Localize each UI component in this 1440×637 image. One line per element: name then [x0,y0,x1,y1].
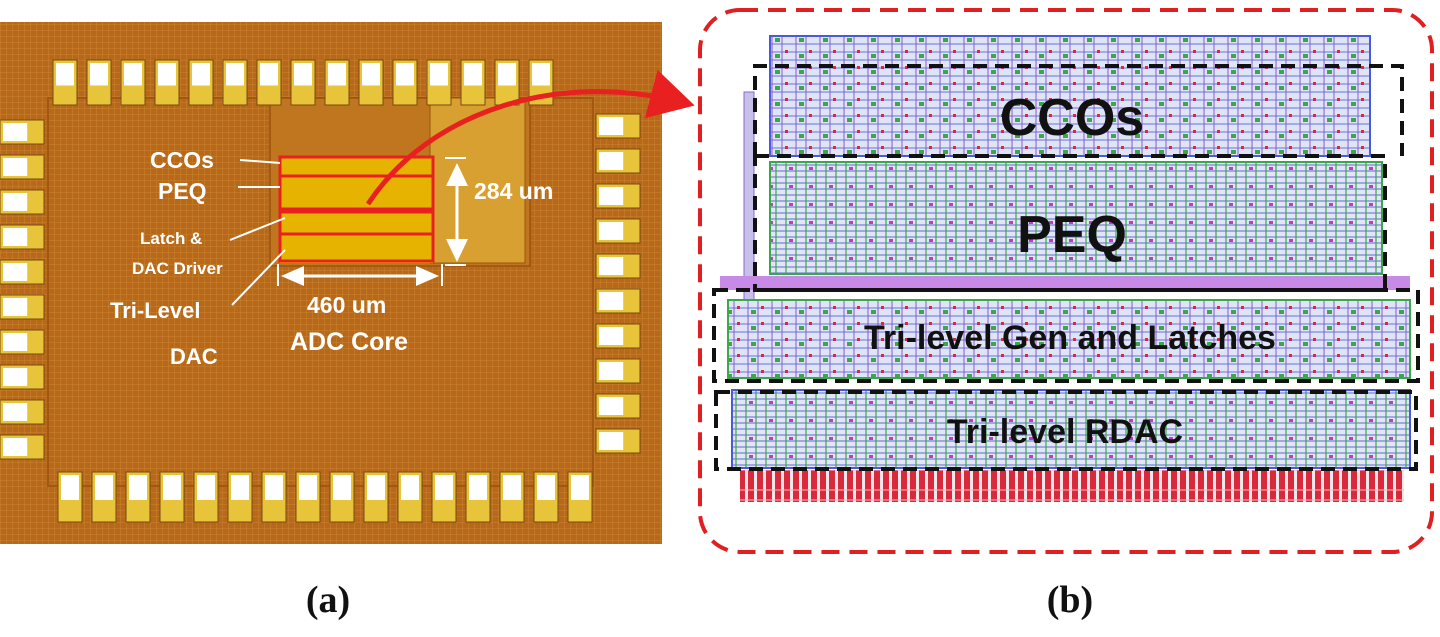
bond-pad [261,471,287,523]
bond-pad [86,59,112,106]
bond-pad [154,59,180,106]
bond-pad [392,59,418,106]
panel-a-die-photo: CCOs PEQ Latch & DAC Driver Tri-Level DA… [0,22,695,544]
height-dim-arrow-up [446,163,468,186]
box-latches [712,288,1420,383]
ccos-leader [239,159,281,164]
bond-pad [222,59,248,106]
layout-peq [769,161,1383,275]
bond-pad [465,471,491,523]
layout-ccos [769,35,1371,157]
zoom-arrow [365,69,695,206]
bond-pad [188,59,214,106]
bond-pad [0,434,45,460]
bond-pad [595,218,641,244]
bond-pad [595,253,641,279]
bond-pad [0,294,45,320]
panel-b-layout: CCOs PEQ Tri-level Gen and Latches Tri-l… [698,8,1434,554]
pads-bottom [57,471,593,523]
bond-pad [595,148,641,174]
bond-pad [91,471,117,523]
bond-pad [0,119,45,145]
zoom-frame [698,8,1434,554]
width-dim-arrow-right [416,266,439,286]
label-height-dim: 284 um [474,178,553,204]
pads-right [595,113,641,454]
caption-a: (a) [306,579,350,621]
bond-pad [397,471,423,523]
bond-pad [193,471,219,523]
bond-pad [290,59,316,106]
bond-pad [426,59,452,106]
bond-pad [499,471,525,523]
bond-pad [120,59,146,106]
bond-pad [460,59,486,106]
bond-pad [52,59,78,106]
label-latch-line2: DAC Driver [132,259,223,278]
bond-pad [0,399,45,425]
bond-pad [0,224,45,250]
label-peq-a: PEQ [158,178,207,204]
bond-pad [295,471,321,523]
bond-pad [358,59,384,106]
bond-pad [595,428,641,454]
bond-pad [363,471,389,523]
bond-pad [595,288,641,314]
label-latch-line1: Latch & [140,229,202,248]
dac-leader [231,249,286,306]
bond-pad [595,323,641,349]
bond-pad [159,471,185,523]
bond-pad [329,471,355,523]
label-adc-core: ADC Core [290,328,408,356]
height-dim-arrow-down [446,239,468,262]
label-latches-b: Tri-level Gen and Latches [864,319,1276,357]
box-ccos [753,64,1404,156]
bond-pad [0,329,45,355]
label-width-dim: 460 um [307,292,386,318]
caption-b: (b) [1047,579,1093,621]
label-rdac-b: Tri-level RDAC [947,413,1183,451]
bond-pad [595,183,641,209]
bond-pad [595,358,641,384]
box-peq [753,154,1387,292]
bond-pad [533,471,559,523]
layout-resistor-array [740,470,1404,502]
layout-bus [720,276,1410,290]
bond-pad [256,59,282,106]
latch-leader [229,217,286,241]
label-ccos-b: CCOs [1000,89,1144,147]
bond-pad [431,471,457,523]
pads-left [0,119,45,460]
width-dim-arrow-left [281,266,304,286]
bond-pad [125,471,151,523]
bond-pad [567,471,593,523]
pads-top [52,59,554,106]
bond-pad [595,393,641,419]
peq-region [278,174,435,211]
bond-pad [57,471,83,523]
bond-pad [0,189,45,215]
bond-pad [595,113,641,139]
label-trilevel-line2: DAC [170,344,218,369]
label-peq-b: PEQ [1017,206,1127,264]
bond-pad [0,259,45,285]
bond-pad [324,59,350,106]
layout-latches [727,299,1411,379]
label-ccos-a: CCOs [150,147,214,173]
bond-pad [227,471,253,523]
bond-pad [0,154,45,180]
dac-region [278,232,435,263]
layout-rdac-logic [731,389,1411,469]
bond-pad [0,364,45,390]
label-trilevel-line1: Tri-Level [110,298,200,323]
box-rdac [714,390,1418,471]
bond-pad [494,59,520,106]
